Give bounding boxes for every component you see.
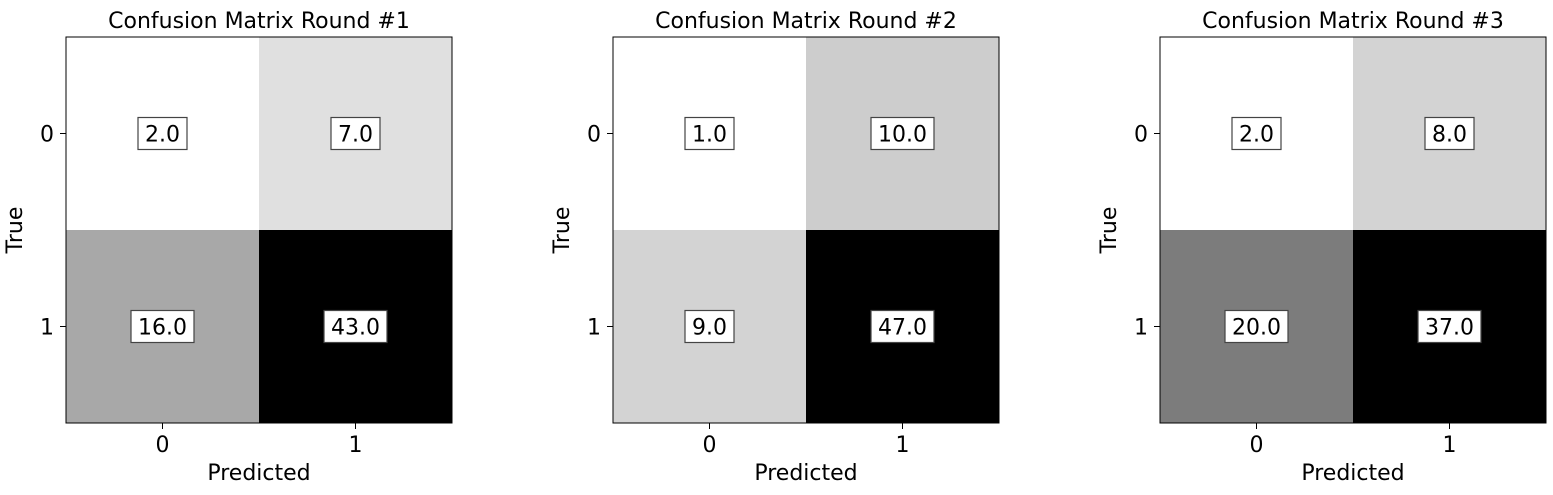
chart-title: Confusion Matrix Round #1	[108, 9, 410, 34]
y-tick-label: 1	[1134, 316, 1148, 341]
cell-value-label: 7.0	[330, 116, 381, 151]
plot-frame	[65, 36, 453, 424]
cell-value-label: 9.0	[684, 309, 735, 344]
cell-value-label: 2.0	[1231, 116, 1282, 151]
y-tick-label: 0	[40, 123, 54, 148]
cell-value-box	[137, 116, 188, 151]
y-axis-label: True	[550, 207, 575, 255]
cell-value-text: 43.0	[331, 316, 380, 341]
cell-value-text: 37.0	[1425, 316, 1474, 341]
cell-value-text: 1.0	[692, 123, 727, 148]
cell-value-label: 8.0	[1424, 116, 1475, 151]
x-axis-label: Predicted	[207, 461, 310, 486]
cell-value-label: 10.0	[870, 116, 935, 151]
x-tick-label: 0	[1250, 433, 1264, 458]
cell-value-box	[870, 116, 935, 151]
plot-frame	[612, 36, 1000, 424]
cell-value-text: 20.0	[1232, 316, 1281, 341]
cell-value-box	[1231, 116, 1282, 151]
y-axis-label: True	[1097, 207, 1122, 255]
cell-value-text: 10.0	[878, 123, 927, 148]
y-tick-label: 0	[1134, 123, 1148, 148]
cell-value-label: 43.0	[323, 309, 388, 344]
x-tick-label: 0	[156, 433, 170, 458]
cell-value-box	[130, 309, 195, 344]
cell-value-text: 8.0	[1432, 123, 1467, 148]
plot-frame	[1159, 36, 1547, 424]
cell-value-text: 7.0	[338, 123, 373, 148]
cell-value-label: 1.0	[684, 116, 735, 151]
confusion-matrix-panel-1: 2.0 7.0 16.0 43.0 0 1 0 1 Confusion Matrix Round…	[3, 9, 453, 486]
y-tick-label: 1	[40, 316, 54, 341]
cell-value-box	[1424, 116, 1475, 151]
cell-value-label: 47.0	[870, 309, 935, 344]
confusion-matrix-panel-3: 2.0 8.0 20.0 37.0 0 1 0 1 Confusion Matrix Round…	[1097, 9, 1547, 486]
cell-value-label: 2.0	[137, 116, 188, 151]
cell-value-box	[870, 309, 935, 344]
y-tick-label: 1	[587, 316, 601, 341]
y-axis-label: True	[3, 207, 28, 255]
chart-title: Confusion Matrix Round #3	[1202, 9, 1504, 34]
cell-value-box	[330, 116, 381, 151]
x-tick-label: 1	[896, 433, 910, 458]
y-tick-label: 0	[587, 123, 601, 148]
cell-value-label: 20.0	[1224, 309, 1289, 344]
cell-value-text: 2.0	[145, 123, 180, 148]
cell-value-text: 47.0	[878, 316, 927, 341]
cell-value-text: 9.0	[692, 316, 727, 341]
cell-value-box	[684, 116, 735, 151]
cell-value-label: 37.0	[1417, 309, 1482, 344]
cell-value-box	[1224, 309, 1289, 344]
x-tick-label: 0	[703, 433, 717, 458]
cell-value-box	[323, 309, 388, 344]
cell-value-box	[684, 309, 735, 344]
x-tick-label: 1	[1443, 433, 1457, 458]
cell-value-text: 2.0	[1239, 123, 1274, 148]
cell-value-label: 16.0	[130, 309, 195, 344]
x-axis-label: Predicted	[1301, 461, 1404, 486]
confusion-matrix-panel-2: 1.0 10.0 9.0 47.0 0 1 0 1 Confusion Matrix Round…	[550, 9, 1000, 486]
cell-value-text: 16.0	[138, 316, 187, 341]
chart-title: Confusion Matrix Round #2	[655, 9, 957, 34]
x-axis-label: Predicted	[754, 461, 857, 486]
cell-value-box	[1417, 309, 1482, 344]
x-tick-label: 1	[349, 433, 363, 458]
